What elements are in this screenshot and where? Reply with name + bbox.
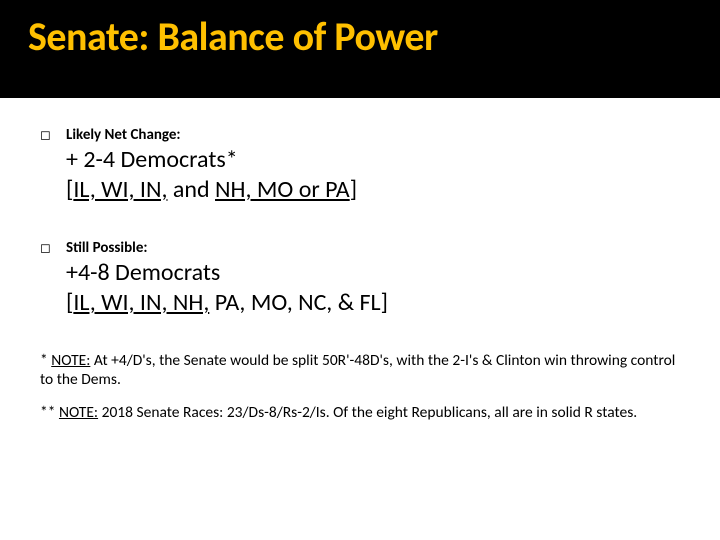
bracket-close: ] <box>381 288 388 317</box>
content-area: ◻ Likely Net Change: + 2-4 Democrats* [I… <box>0 98 720 318</box>
footnote-note: NOTE: <box>59 403 98 422</box>
square-bullet-icon: ◻ <box>40 240 54 258</box>
bullet-row: ◻ Still Possible: <box>40 239 680 258</box>
item-line2: [IL, WI, IN, and NH, MO or PA] <box>66 175 680 205</box>
item-line1: +4-8 Democrats <box>66 258 680 288</box>
item-label: Likely Net Change: <box>66 126 181 144</box>
bullet-row: ◻ Likely Net Change: <box>40 126 680 145</box>
item-label: Still Possible: <box>66 239 148 257</box>
footnotes: * NOTE: At +4/D's, the Senate would be s… <box>0 352 720 423</box>
footnote-text: At +4/D's, the Senate would be split 50R… <box>40 351 675 389</box>
mid-text: and <box>167 175 215 204</box>
footnote-marker: ** <box>40 403 59 422</box>
underline-states-2: NH, MO or PA <box>215 175 350 204</box>
square-bullet-icon: ◻ <box>40 127 54 145</box>
footnote-2: ** NOTE: 2018 Senate Races: 23/Ds-8/Rs-2… <box>40 404 680 423</box>
footnote-1: * NOTE: At +4/D's, the Senate would be s… <box>40 352 680 390</box>
underline-states-1: IL, WI, IN, NH, <box>73 288 209 317</box>
title-bar: Senate: Balance of Power <box>0 0 720 98</box>
slide-title: Senate: Balance of Power <box>28 12 692 61</box>
item-line2: [IL, WI, IN, NH, PA, MO, NC, & FL] <box>66 288 680 318</box>
mid-text: PA, MO, NC, & FL <box>209 288 380 317</box>
item-line1: + 2-4 Democrats* <box>66 145 680 175</box>
footnote-note: NOTE: <box>51 351 90 370</box>
bracket-close: ] <box>350 175 357 204</box>
item-likely: ◻ Likely Net Change: + 2-4 Democrats* [I… <box>40 126 680 205</box>
item-possible: ◻ Still Possible: +4-8 Democrats [IL, WI… <box>40 239 680 318</box>
footnote-marker: * <box>40 351 51 370</box>
footnote-text: 2018 Senate Races: 23/Ds-8/Rs-2/Is. Of t… <box>98 403 637 422</box>
underline-states-1: IL, WI, IN, <box>73 175 167 204</box>
